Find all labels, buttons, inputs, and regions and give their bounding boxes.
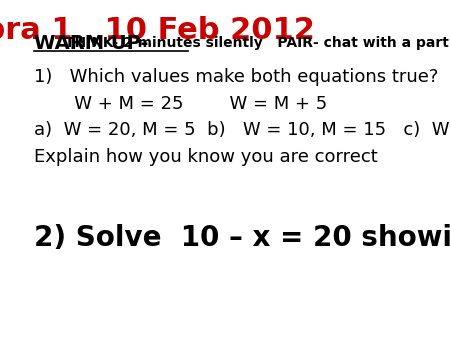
Text: 1)   Which values make both equations true?: 1) Which values make both equations true… [34, 68, 438, 86]
Text: 2) Solve  10 – x = 20 showing all steps: 2) Solve 10 – x = 20 showing all steps [34, 224, 450, 252]
Text: a)  W = 20, M = 5  b)   W = 10, M = 15   c)  W = 15, M = 10: a) W = 20, M = 5 b) W = 10, M = 15 c) W … [34, 121, 450, 140]
Text: Explain how you know you are correct: Explain how you know you are correct [34, 148, 378, 166]
Text: THINK- 2 minutes silently   PAIR- chat with a partner: THINK- 2 minutes silently PAIR- chat wit… [60, 36, 450, 50]
Text: Algebra 1   10 Feb 2012: Algebra 1 10 Feb 2012 [0, 17, 315, 46]
Text: WARM UP-: WARM UP- [34, 34, 148, 53]
Text: W + M = 25        W = M + 5: W + M = 25 W = M + 5 [34, 95, 328, 113]
